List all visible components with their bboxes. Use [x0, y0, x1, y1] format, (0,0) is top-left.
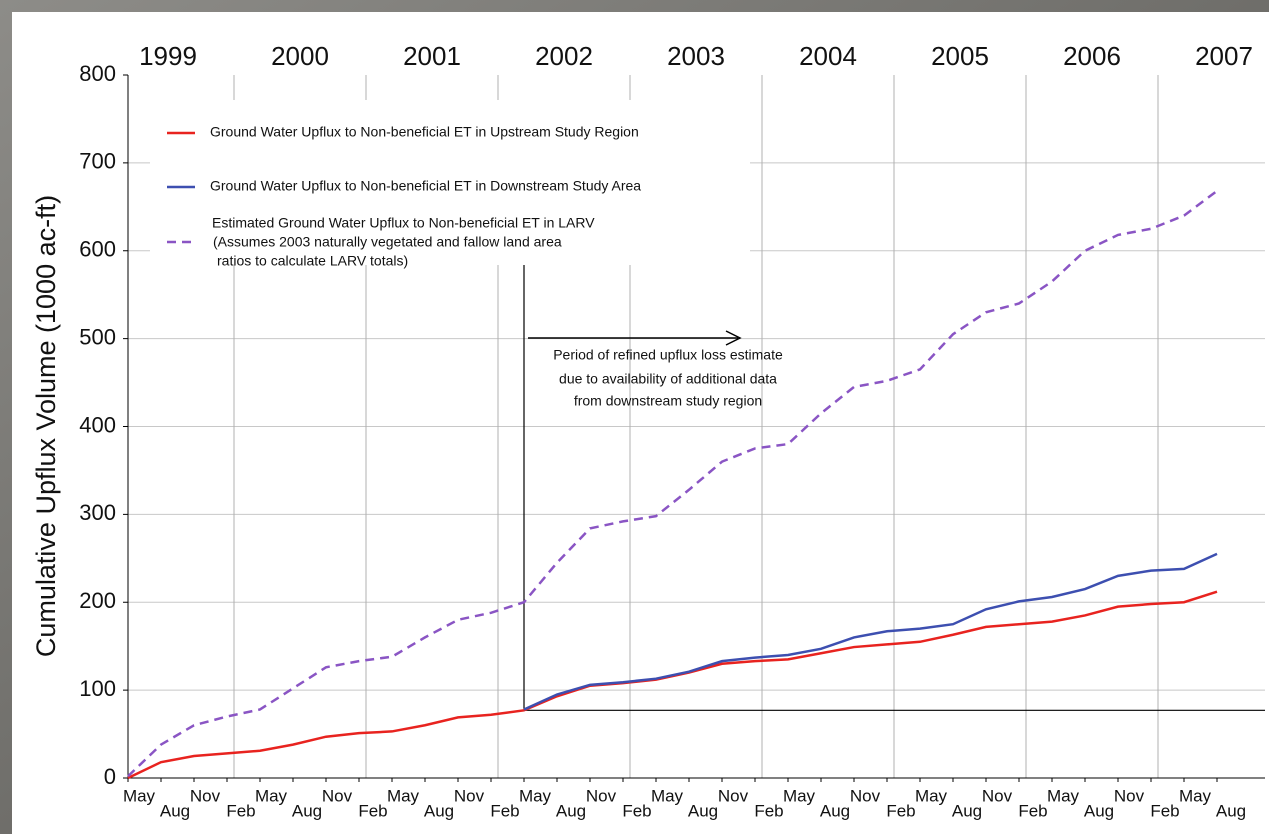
arrow-head	[725, 330, 742, 346]
x-tick-label: Feb	[622, 801, 651, 820]
year-label: 2001	[403, 41, 461, 71]
x-tick-label: Aug	[556, 801, 586, 820]
x-tick-label: May	[783, 786, 816, 805]
y-tick-label: 700	[79, 149, 116, 174]
year-label: 2005	[931, 41, 989, 71]
y-tick-label: 100	[79, 676, 116, 701]
x-tick-label: Aug	[820, 801, 850, 820]
x-tick-label: Aug	[424, 801, 454, 820]
x-tick-label: Nov	[718, 786, 749, 805]
x-tick-label: May	[1179, 786, 1212, 805]
legend-label: Estimated Ground Water Upflux to Non-ben…	[212, 215, 595, 231]
x-tick-label: Nov	[454, 786, 485, 805]
year-label: 2006	[1063, 41, 1121, 71]
annotation: Period of refined upflux loss estimate	[553, 347, 783, 363]
legend-label: Ground Water Upflux to Non-beneficial ET…	[210, 178, 641, 194]
year-label: 2002	[535, 41, 593, 71]
y-tick-label: 0	[104, 764, 116, 789]
x-tick-label: Aug	[952, 801, 982, 820]
x-tick-label: Aug	[1216, 801, 1246, 820]
legend-note: (Assumes 2003 naturally vegetated and fa…	[213, 234, 562, 250]
x-tick-label: Nov	[1114, 786, 1145, 805]
y-tick-label: 800	[79, 61, 116, 86]
y-axis-title: Cumulative Upflux Volume (1000 ac-ft)	[31, 195, 61, 657]
x-tick-label: Feb	[226, 801, 255, 820]
x-tick-label: Aug	[1084, 801, 1114, 820]
legend-box	[150, 100, 750, 265]
x-tick-label: May	[255, 786, 288, 805]
x-tick-label: Nov	[850, 786, 881, 805]
legend-label: Ground Water Upflux to Non-beneficial ET…	[210, 124, 639, 140]
x-tick-label: Feb	[490, 801, 519, 820]
y-tick-label: 400	[79, 412, 116, 437]
series-line	[127, 189, 1218, 778]
x-tick-label: May	[915, 786, 948, 805]
annotation: due to availability of additional data	[559, 371, 777, 387]
x-tick-label: Nov	[982, 786, 1013, 805]
x-tick-label: Feb	[1018, 801, 1047, 820]
x-tick-label: May	[387, 786, 420, 805]
x-tick-label: Nov	[322, 786, 353, 805]
annotation: from downstream study region	[574, 393, 762, 409]
x-tick-label: Feb	[754, 801, 783, 820]
y-tick-label: 600	[79, 237, 116, 262]
y-tick-label: 300	[79, 500, 116, 525]
x-tick-label: May	[123, 786, 156, 805]
legend-note: ratios to calculate LARV totals)	[217, 253, 408, 269]
x-tick-label: Feb	[358, 801, 387, 820]
y-tick-label: 500	[79, 324, 116, 349]
x-tick-label: Aug	[688, 801, 718, 820]
x-tick-label: Nov	[190, 786, 221, 805]
year-label: 2004	[799, 41, 857, 71]
year-label: 2000	[271, 41, 329, 71]
year-label: 2003	[667, 41, 725, 71]
y-tick-label: 200	[79, 588, 116, 613]
marks	[127, 189, 1265, 780]
series-line	[523, 552, 1218, 711]
x-tick-label: May	[651, 786, 684, 805]
x-tick-label: Feb	[1150, 801, 1179, 820]
x-tick-label: Feb	[886, 801, 915, 820]
x-tick-label: May	[519, 786, 552, 805]
x-tick-label: Aug	[160, 801, 190, 820]
year-label: 1999	[139, 41, 197, 71]
year-label: 2007	[1195, 41, 1253, 71]
x-tick-label: May	[1047, 786, 1080, 805]
x-tick-label: Nov	[586, 786, 617, 805]
x-tick-label: Aug	[292, 801, 322, 820]
